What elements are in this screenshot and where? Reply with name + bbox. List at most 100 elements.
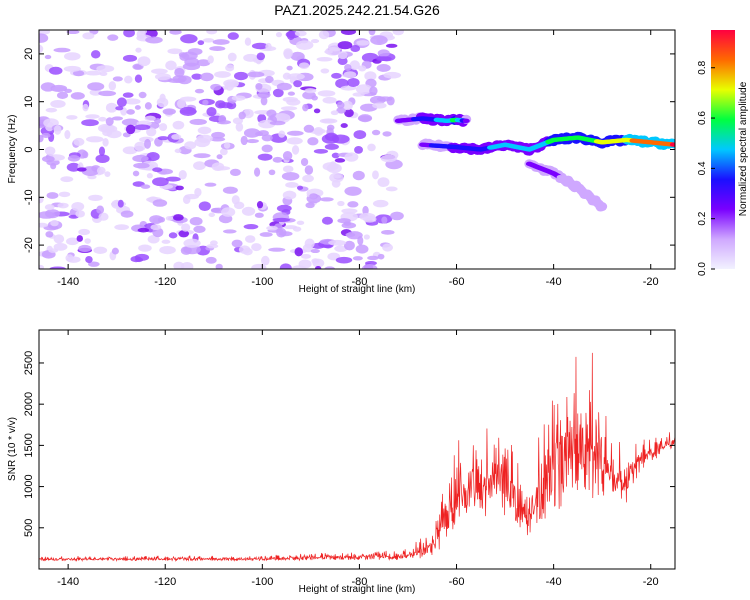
noise-blob — [377, 177, 390, 187]
noise-blob — [371, 129, 381, 136]
noise-blob — [65, 254, 74, 262]
noise-blob — [369, 95, 386, 105]
noise-blob — [123, 30, 135, 38]
noise-blob — [246, 139, 259, 144]
noise-blob — [85, 256, 93, 264]
noise-blob — [132, 170, 140, 177]
noise-blob — [261, 144, 273, 153]
noise-blob — [268, 169, 276, 176]
noise-blob — [198, 201, 211, 212]
x-tick-label: -80 — [351, 276, 367, 288]
noise-blob — [156, 97, 169, 108]
noise-blob — [386, 96, 395, 106]
noise-blob — [82, 103, 89, 112]
noise-blob — [272, 156, 283, 163]
noise-blob — [318, 30, 330, 40]
noise-blob — [138, 91, 147, 99]
noise-blob — [174, 148, 182, 154]
noise-blob — [261, 134, 273, 142]
snr-panel: -140 -120 -100 -80 -60 -40 -20 500 1000 1500 2000… — [7, 329, 676, 595]
noise-blob — [385, 43, 398, 48]
noise-blob — [41, 132, 51, 139]
noise-blob — [112, 76, 123, 82]
noise-blob — [165, 215, 174, 221]
noise-blob — [202, 99, 209, 106]
colorbar-gradient — [711, 30, 735, 269]
noise-blob — [372, 170, 379, 180]
noise-blob — [182, 195, 191, 204]
noise-blob — [257, 91, 271, 99]
noise-blob — [309, 193, 318, 200]
noise-blob — [294, 30, 307, 37]
noise-blob — [50, 99, 66, 108]
noise-blob — [352, 170, 365, 181]
noise-blob — [39, 222, 49, 228]
y-tick-label: 1500 — [23, 433, 35, 457]
noise-blob — [343, 240, 355, 251]
noise-blob — [44, 146, 56, 156]
noise-blob — [300, 157, 309, 167]
noise-blob — [328, 239, 347, 246]
noise-blob — [319, 197, 334, 202]
noise-blob — [133, 64, 142, 70]
noise-blob — [138, 244, 152, 252]
noise-blob — [193, 153, 211, 159]
noise-blob — [369, 86, 378, 96]
spectrogram-y-label: Frequency (Hz) — [7, 115, 18, 184]
noise-blob — [73, 137, 85, 146]
noise-blob — [337, 200, 345, 207]
noise-blob — [159, 245, 176, 255]
noise-blob — [382, 131, 392, 137]
noise-blob — [152, 199, 168, 207]
noise-blob — [132, 154, 149, 163]
noise-blob — [176, 99, 186, 109]
noise-blob — [242, 248, 253, 256]
noise-blob — [183, 238, 201, 248]
noise-blob — [324, 143, 339, 150]
noise-blob — [98, 212, 109, 221]
colorbar-tick-label: 0.2 — [697, 211, 708, 225]
noise-blob — [154, 73, 171, 81]
noise-blob — [335, 256, 353, 264]
noise-blob — [168, 232, 178, 239]
noise-blob — [49, 66, 63, 75]
noise-blob — [144, 115, 156, 121]
snr-frame — [38, 329, 676, 570]
colorbar-tick-label: 0.8 — [697, 60, 708, 74]
noise-blob — [286, 137, 303, 145]
noise-blob — [285, 182, 299, 188]
noise-blob — [60, 176, 74, 183]
noise-blob — [162, 108, 176, 115]
noise-blob — [191, 73, 203, 80]
noise-blob — [175, 185, 184, 191]
noise-blob — [259, 232, 273, 237]
noise-blob — [157, 136, 169, 141]
noise-blob — [144, 102, 152, 110]
noise-blob — [377, 253, 385, 260]
noise-blob — [70, 92, 85, 100]
noise-blob — [193, 161, 206, 170]
noise-blob — [266, 225, 278, 231]
noise-blob — [202, 38, 215, 43]
noise-blob — [196, 59, 211, 67]
noise-blob — [140, 184, 151, 189]
noise-blob — [93, 246, 108, 255]
noise-blob — [382, 243, 394, 252]
noise-blob — [353, 130, 367, 140]
noise-blob — [390, 211, 404, 221]
noise-blob — [244, 37, 252, 46]
noise-blob — [280, 106, 298, 111]
noise-blob — [95, 154, 110, 163]
noise-blob — [178, 169, 187, 180]
noise-blob — [56, 91, 69, 99]
noise-blob — [194, 88, 205, 94]
noise-blob — [44, 204, 55, 211]
noise-blob — [76, 235, 83, 242]
noise-blob — [247, 71, 265, 78]
noise-blob — [223, 142, 231, 149]
noise-blob — [243, 224, 259, 230]
x-tick-label: -60 — [449, 276, 465, 288]
noise-blob — [363, 234, 370, 240]
noise-blob — [260, 96, 268, 106]
